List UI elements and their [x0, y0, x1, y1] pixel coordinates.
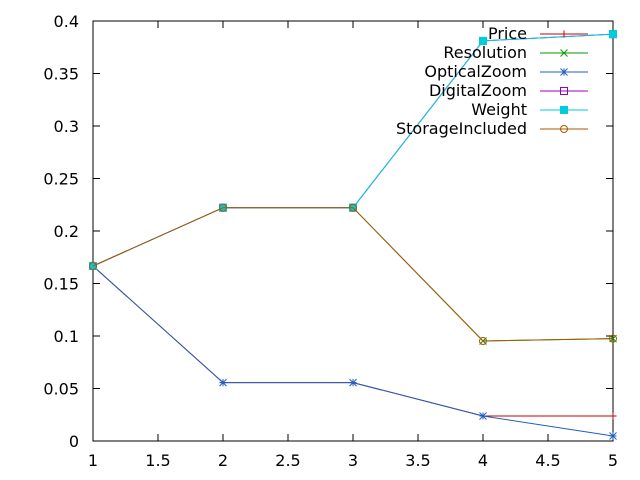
- y-tick-label: 0.2: [54, 222, 79, 241]
- y-tick-label: 0.4: [54, 12, 79, 31]
- y-tick-label: 0.25: [43, 170, 79, 189]
- data-point: [349, 378, 357, 387]
- y-tick-label: 0.05: [43, 380, 79, 399]
- legend-label: Weight: [471, 100, 527, 119]
- data-point: [349, 203, 357, 212]
- legend-swatch-marker: [560, 106, 568, 114]
- x-tick-label: 1.5: [145, 451, 170, 470]
- series-digital-zoom: [89, 30, 617, 270]
- series-group: [89, 30, 617, 440]
- legend: PriceResolutionOpticalZoomDigitalZoomWei…: [396, 24, 588, 138]
- legend-swatch-marker: [560, 49, 568, 57]
- y-tick-label: 0: [69, 432, 79, 451]
- series-weight: [89, 30, 617, 270]
- data-point: [219, 203, 227, 212]
- legend-entry-resolution: Resolution: [443, 43, 588, 62]
- y-tick-label: 0.3: [54, 117, 79, 136]
- data-point: [609, 334, 617, 343]
- data-point: [479, 36, 487, 45]
- series-resolution: [89, 203, 617, 345]
- legend-label: Price: [488, 24, 527, 43]
- legend-label: Resolution: [443, 43, 527, 62]
- series-line: [92, 265, 614, 437]
- series-price: [89, 262, 617, 420]
- legend-label: OpticalZoom: [424, 62, 527, 81]
- data-point: [609, 412, 617, 420]
- data-point: [479, 412, 487, 420]
- x-tick-label: 4: [478, 451, 488, 470]
- legend-swatch-marker: [560, 68, 568, 76]
- legend-label: StorageIncluded: [396, 119, 527, 138]
- y-tick-label: 0.35: [43, 65, 79, 84]
- legend-entry-weight: Weight: [471, 100, 588, 119]
- legend-swatch-marker: [560, 87, 568, 95]
- legend-swatch-marker: [560, 125, 568, 133]
- legend-entry-storage-included: StorageIncluded: [396, 119, 588, 138]
- x-tick-label: 1: [88, 451, 98, 470]
- data-point: [609, 432, 617, 440]
- series-line: [92, 207, 614, 342]
- legend-entry-price: Price: [488, 24, 588, 43]
- x-tick-label: 3.5: [405, 451, 430, 470]
- series-line: [92, 265, 613, 417]
- data-point: [609, 30, 617, 39]
- y-tick-label: 0.1: [54, 327, 79, 346]
- legend-entry-optical-zoom: OpticalZoom: [424, 62, 588, 81]
- series-storage-included: [89, 203, 617, 346]
- series-optical-zoom: [89, 262, 617, 440]
- data-point: [89, 261, 97, 270]
- x-tick-label: 2: [218, 451, 228, 470]
- series-line: [92, 207, 614, 342]
- x-tick-label: 5: [608, 451, 618, 470]
- legend-swatch-marker: [560, 30, 568, 38]
- x-tick-label: 4.5: [535, 451, 560, 470]
- axis-ticks: 1 1.5 2 2.5 3 3.5 4 4.5 5 0 0.05 0.1 0.15 0.2 0.25 0.3 0…: [43, 12, 618, 470]
- legend-label: DigitalZoom: [429, 81, 527, 100]
- data-point: [479, 337, 487, 346]
- data-point: [219, 378, 227, 387]
- y-tick-label: 0.15: [43, 275, 79, 294]
- x-tick-label: 2.5: [275, 451, 300, 470]
- legend-entry-digital-zoom: DigitalZoom: [429, 81, 588, 100]
- x-tick-label: 3: [348, 451, 358, 470]
